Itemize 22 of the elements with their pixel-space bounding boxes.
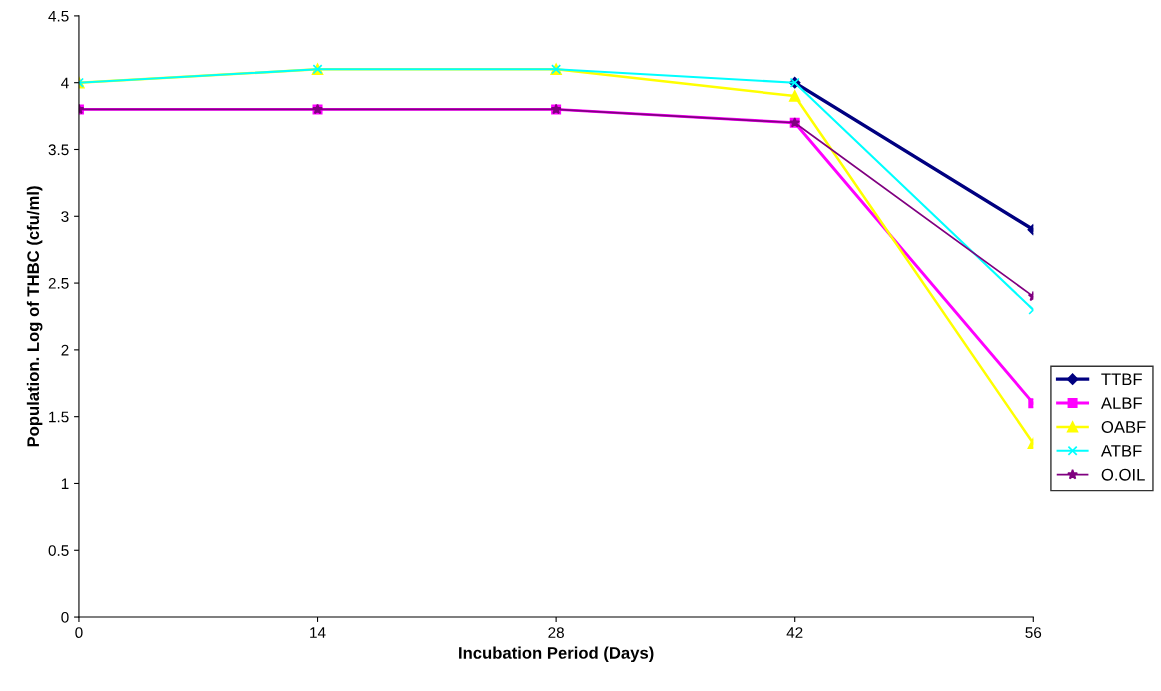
legend-label: ALBF <box>1100 397 1142 409</box>
x-tick-label: 28 <box>548 627 564 639</box>
y-tick-label: 4.5 <box>48 10 69 22</box>
y-tick-label: 2.5 <box>48 277 69 289</box>
legend-label: ATBF <box>1100 445 1142 457</box>
x-tick-label: 0 <box>75 627 83 639</box>
x-tick-label: 14 <box>310 627 326 638</box>
y-tick-label: 4 <box>61 77 69 89</box>
legend-label: O.OIL <box>1101 468 1145 481</box>
y-tick-label: 3.5 <box>48 144 69 156</box>
y-tick-label: 1.5 <box>49 411 69 423</box>
x-tick-label: 56 <box>1025 627 1042 639</box>
legend-label: TTBF <box>1101 373 1142 385</box>
legend-label: OABF <box>1101 421 1146 433</box>
y-tick-label: 2 <box>61 344 69 356</box>
x-tick-label: 42 <box>786 627 803 638</box>
y-tick-label: 0 <box>61 611 69 623</box>
x-axis-title: Incubation Period (Days) <box>459 646 654 663</box>
y-tick-label: 3 <box>61 211 69 222</box>
y-tick-label: 0.5 <box>48 545 69 556</box>
y-tick-label: 1 <box>61 478 69 490</box>
y-axis-title: Population. Log of THBC (cfu/ml) <box>26 186 43 447</box>
